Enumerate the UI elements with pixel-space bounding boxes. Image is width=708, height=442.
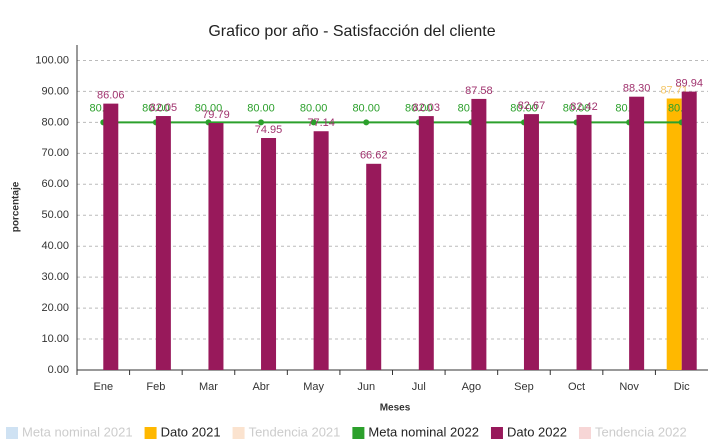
- legend-swatch: [6, 427, 18, 439]
- data-label: 80.00: [300, 102, 328, 114]
- legend-label: Dato 2022: [507, 424, 567, 439]
- y-tick-label: 30.00: [41, 271, 69, 283]
- legend-label: Dato 2021: [161, 424, 221, 439]
- data-label: 80.00: [352, 102, 380, 114]
- y-tick-label: 0.00: [48, 364, 69, 376]
- data-label: 80.00: [195, 102, 223, 114]
- x-tick-label: May: [303, 381, 324, 393]
- x-tick-label: Mar: [199, 381, 218, 393]
- x-tick-label: Jul: [412, 381, 426, 393]
- data-label: 77.14: [307, 117, 335, 129]
- line-point: [310, 119, 317, 126]
- y-tick-label: 10.00: [41, 333, 69, 345]
- data-label: 66.62: [360, 150, 388, 162]
- legend-label: Tendencia 2022: [595, 424, 687, 439]
- legend-swatch: [232, 427, 245, 439]
- x-tick-label: Abr: [252, 381, 269, 393]
- x-axis-title: Meses: [380, 403, 411, 414]
- bar: [313, 131, 329, 370]
- x-tick-label: Sep: [514, 381, 534, 393]
- data-label: 82.05: [150, 102, 178, 114]
- bar: [208, 123, 224, 371]
- x-tick-label: Nov: [619, 381, 639, 393]
- line-point: [258, 119, 265, 126]
- data-label: 80.00: [247, 102, 275, 114]
- y-tick-label: 70.00: [41, 147, 69, 159]
- x-tick-label: Feb: [146, 381, 165, 393]
- data-label: 87.58: [465, 85, 493, 97]
- y-tick-label: 80.00: [41, 116, 69, 128]
- x-tick-label: Ago: [462, 381, 482, 393]
- legend-label: Tendencia 2021: [249, 424, 341, 439]
- legend-swatch: [578, 427, 591, 439]
- x-tick-label: Dic: [674, 381, 690, 393]
- bar: [261, 138, 277, 370]
- legend-swatch: [352, 427, 365, 439]
- data-label: 79.79: [202, 109, 230, 121]
- y-tick-label: 40.00: [41, 240, 69, 252]
- bar: [681, 91, 697, 370]
- chart-title: Grafico por año - Satisfacción del clien…: [208, 23, 495, 40]
- data-label: 82.42: [570, 101, 598, 113]
- bar: [155, 116, 171, 371]
- data-label: 82.03: [413, 102, 441, 114]
- y-tick-label: 100.00: [35, 54, 69, 66]
- y-tick-label: 50.00: [41, 209, 69, 221]
- x-tick-label: Jun: [357, 381, 375, 393]
- data-label: 82.67: [518, 100, 546, 112]
- x-tick-label: Oct: [568, 381, 585, 393]
- bar: [418, 116, 434, 370]
- bar: [523, 114, 539, 370]
- y-axis-title: porcentaje: [11, 181, 22, 232]
- data-label: 80.00: [510, 102, 538, 114]
- legend-swatch: [490, 427, 503, 439]
- data-label: 88.30: [623, 83, 651, 95]
- bar: [576, 114, 592, 370]
- data-label: 80.00: [405, 102, 433, 114]
- line-point: [363, 119, 370, 126]
- x-tick-label: Ene: [94, 381, 114, 393]
- data-label: 74.95: [255, 124, 283, 136]
- y-tick-label: 60.00: [41, 178, 69, 190]
- legend-label: Meta nominal 2021: [22, 424, 133, 439]
- bar: [471, 98, 487, 371]
- bar: [629, 96, 645, 370]
- data-label: 86.06: [97, 90, 125, 102]
- y-tick-label: 20.00: [41, 302, 69, 314]
- legend-swatch: [144, 427, 157, 439]
- bar: [103, 103, 119, 370]
- data-label: 89.94: [675, 78, 703, 90]
- data-label: 80.00: [142, 102, 170, 114]
- data-label: 80.00: [563, 102, 591, 114]
- y-tick-label: 90.00: [41, 85, 69, 97]
- bar: [366, 163, 382, 370]
- legend-label: Meta nominal 2022: [368, 424, 479, 439]
- bar: [666, 98, 682, 371]
- data-label: 87.71: [660, 84, 688, 96]
